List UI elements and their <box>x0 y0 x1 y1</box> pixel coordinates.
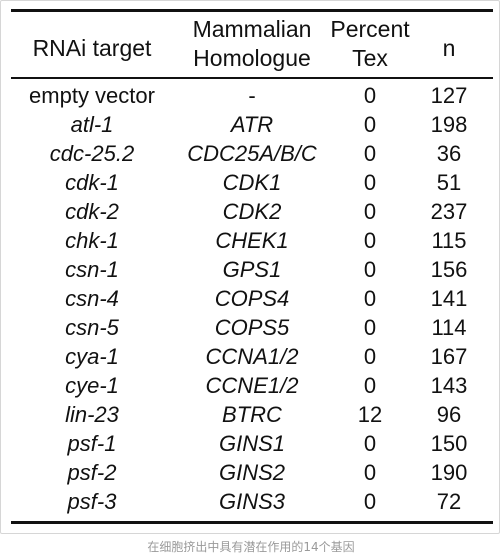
table-row: chk-1 CHEK1 0 115 <box>1 226 502 255</box>
percent-tex-cell: 0 <box>363 228 377 253</box>
rnai-target-cell: cya-1 <box>65 344 119 369</box>
table-row: cdc-25.2 CDC25A/B/C 0 36 <box>1 139 502 168</box>
n-cell: 72 <box>436 489 462 514</box>
percent-tex-cell: 0 <box>363 170 377 195</box>
homologue-cell: ATR <box>230 112 274 137</box>
top-rule <box>11 9 493 12</box>
rnai-target-cell: csn-4 <box>65 286 119 311</box>
percent-tex-cell: 0 <box>363 460 377 485</box>
homologue-cell: COPS5 <box>214 315 290 340</box>
homologue-cell: GINS3 <box>218 489 286 514</box>
n-cell: 114 <box>431 315 467 340</box>
rnai-target-cell: cye-1 <box>65 373 119 398</box>
rnai-target-cell: empty vector <box>29 83 155 108</box>
rnai-target-cell: psf-2 <box>67 460 117 485</box>
table-row: atl-1 ATR 0 198 <box>1 110 502 139</box>
n-cell: 150 <box>430 431 468 456</box>
rnai-target-cell: cdc-25.2 <box>49 141 135 166</box>
homologue-cell: GINS1 <box>218 431 286 456</box>
percent-tex-cell: 0 <box>363 344 377 369</box>
rnai-target-cell: csn-1 <box>65 257 119 282</box>
percent-tex-cell: 0 <box>363 112 377 137</box>
header-homologue: Homologue <box>193 45 311 71</box>
n-cell: 237 <box>430 199 468 224</box>
percent-tex-cell: 0 <box>363 286 377 311</box>
rnai-target-cell: psf-1 <box>67 431 117 456</box>
table-row: lin-23 BTRC 12 96 <box>1 400 502 429</box>
table-frame: RNAi target Mammalian Homologue Percent … <box>0 0 500 534</box>
homologue-cell: CDC25A/B/C <box>187 141 317 166</box>
n-cell: 96 <box>436 402 462 427</box>
table-row: empty vector - 0 127 <box>1 81 502 110</box>
homologue-cell: CHEK1 <box>215 228 289 253</box>
homologue-cell: CDK1 <box>222 170 282 195</box>
header-rnai-target: RNAi target <box>32 35 152 61</box>
header-tex: Tex <box>352 45 388 71</box>
n-cell: 190 <box>430 460 468 485</box>
n-cell: 51 <box>436 170 462 195</box>
figure-caption: 在细胞挤出中具有潜在作用的14个基因 <box>147 540 355 554</box>
n-cell: 167 <box>430 344 468 369</box>
n-cell: 127 <box>430 83 468 108</box>
table-row: csn-5 COPS5 0 114 <box>1 313 502 342</box>
homologue-cell: BTRC <box>222 402 282 427</box>
bottom-rule <box>11 521 493 524</box>
percent-tex-cell: 0 <box>363 83 377 108</box>
rnai-target-cell: atl-1 <box>70 112 114 137</box>
percent-tex-cell: 12 <box>357 402 383 427</box>
table-row: psf-1 GINS1 0 150 <box>1 429 502 458</box>
percent-tex-cell: 0 <box>363 489 377 514</box>
table-row: csn-1 GPS1 0 156 <box>1 255 502 284</box>
homologue-cell: - <box>248 83 256 108</box>
header-n: n <box>442 35 456 61</box>
n-cell: 143 <box>430 373 468 398</box>
rnai-target-cell: psf-3 <box>67 489 117 514</box>
rnai-target-cell: lin-23 <box>65 402 119 427</box>
table-row: cye-1 CCNE1/2 0 143 <box>1 371 502 400</box>
rnai-target-cell: chk-1 <box>65 228 119 253</box>
n-cell: 141 <box>430 286 468 311</box>
table-row: cdk-1 CDK1 0 51 <box>1 168 502 197</box>
n-cell: 115 <box>431 228 467 253</box>
rnai-target-cell: csn-5 <box>65 315 119 340</box>
homologue-cell: CCNE1/2 <box>205 373 299 398</box>
header-rule <box>11 77 493 79</box>
table-row: psf-3 GINS3 0 72 <box>1 487 502 516</box>
table-row: cdk-2 CDK2 0 237 <box>1 197 502 226</box>
n-cell: 198 <box>430 112 468 137</box>
percent-tex-cell: 0 <box>363 431 377 456</box>
homologue-cell: CDK2 <box>222 199 282 224</box>
percent-tex-cell: 0 <box>363 199 377 224</box>
n-cell: 156 <box>430 257 468 282</box>
homologue-cell: GINS2 <box>218 460 286 485</box>
table-row: cya-1 CCNA1/2 0 167 <box>1 342 502 371</box>
homologue-cell: COPS4 <box>214 286 290 311</box>
percent-tex-cell: 0 <box>363 373 377 398</box>
homologue-cell: CCNA1/2 <box>205 344 299 369</box>
rnai-target-cell: cdk-2 <box>65 199 119 224</box>
homologue-cell: GPS1 <box>222 257 282 282</box>
header-mammalian: Mammalian <box>192 16 312 42</box>
table-row: csn-4 COPS4 0 141 <box>1 284 502 313</box>
rnai-target-cell: cdk-1 <box>65 170 119 195</box>
percent-tex-cell: 0 <box>363 315 377 340</box>
percent-tex-cell: 0 <box>363 257 377 282</box>
header-percent: Percent <box>330 16 410 42</box>
table-row: psf-2 GINS2 0 190 <box>1 458 502 487</box>
percent-tex-cell: 0 <box>363 141 377 166</box>
n-cell: 36 <box>436 141 462 166</box>
